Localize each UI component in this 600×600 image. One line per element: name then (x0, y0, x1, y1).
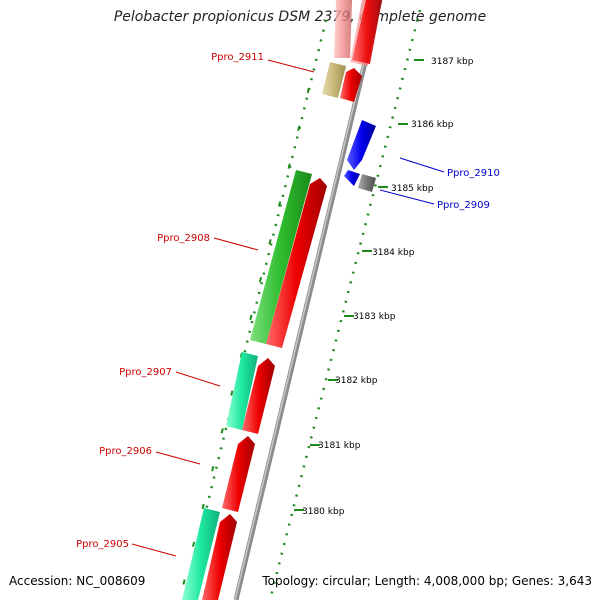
ruler-label: 3181 kbp (318, 441, 361, 451)
gene-label-ppro-2909[interactable]: Ppro_2909 (437, 200, 490, 211)
gene-label-ppro-2910[interactable]: Ppro_2910 (447, 168, 500, 179)
cds-arrow-ppro-2910 (347, 120, 376, 170)
gene-label-ppro-2907[interactable]: Ppro_2907 (119, 367, 172, 378)
ruler-trail (268, 9, 422, 600)
cog-box (334, 0, 352, 58)
cog-box-ppro-2911 (322, 62, 346, 98)
ruler-label: 3187 kbp (431, 57, 474, 67)
gc-skew-marks (179, 59, 317, 599)
cds-arrow-ppro-2906 (222, 436, 255, 512)
genome-backbone (233, 0, 383, 600)
cds-arrow (352, 0, 382, 64)
label-leader-ppro-2906 (155, 451, 201, 465)
ruler-label: 3184 kbp (372, 248, 415, 258)
ruler: 3187 kbp 3186 kbp 3185 kbp 3184 kbp 3183… (294, 57, 474, 517)
ruler-label: 3182 kbp (335, 376, 378, 386)
gene-label-ppro-2911[interactable]: Ppro_2911 (211, 52, 264, 63)
gene-label-ppro-2908[interactable]: Ppro_2908 (157, 233, 210, 244)
label-leader-ppro-2909 (379, 189, 435, 205)
cds-arrow-ppro-2905 (202, 514, 237, 600)
label-leader-ppro-2908 (213, 237, 259, 251)
label-leader-ppro-2911 (267, 59, 315, 73)
genome-backbone-highlight (234, 0, 380, 600)
label-leader-ppro-2910 (399, 157, 445, 173)
cds-arrow-ppro-2909-rev (344, 170, 360, 186)
label-leader-ppro-2905 (131, 543, 177, 557)
cds-arrow-ppro-2908 (266, 178, 327, 348)
gene-label-ppro-2905[interactable]: Ppro_2905 (76, 539, 129, 550)
cds-arrow-ppro-2907 (242, 358, 275, 434)
ruler-label: 3186 kbp (411, 120, 454, 130)
label-leader-ppro-2907 (175, 371, 221, 387)
cog-box-ppro-2908 (250, 170, 312, 344)
cog-box-ppro-2907 (226, 352, 258, 430)
ruler-label: 3185 kbp (391, 184, 434, 194)
ruler-label: 3183 kbp (353, 312, 396, 322)
cds-arrow-ppro-2911 (340, 68, 362, 102)
cog-box-ppro-2909 (358, 174, 376, 192)
accession-text: Accession: NC_008609 (9, 574, 146, 588)
ruler-label: 3180 kbp (302, 507, 345, 517)
genome-stats-text: Topology: circular; Length: 4,008,000 bp… (262, 574, 592, 588)
map-title: Pelobacter propionicus DSM 2379, complet… (113, 9, 487, 25)
gene-label-ppro-2906[interactable]: Ppro_2906 (99, 446, 152, 457)
cog-box-ppro-2905 (182, 508, 220, 600)
